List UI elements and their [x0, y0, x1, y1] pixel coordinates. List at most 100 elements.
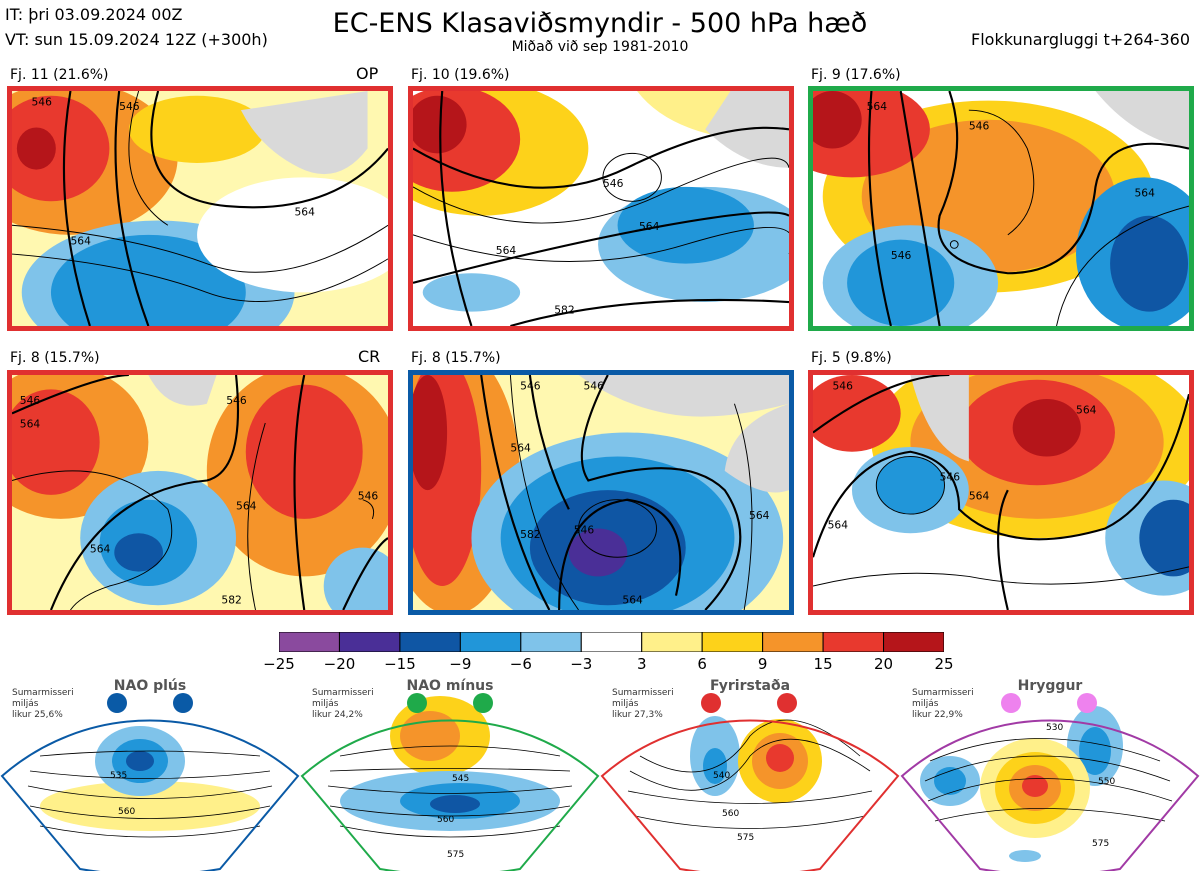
- contour-label: 564: [828, 519, 849, 532]
- regime-info: Sumarmisseri miljás likur 22,9%: [912, 688, 974, 720]
- contour-label: 546: [603, 177, 624, 190]
- anomaly-area: [1022, 775, 1048, 797]
- height-contour: [39, 750, 261, 757]
- contour-label: 546: [226, 394, 247, 407]
- classification-window-label: Flokkunargluggi t+264-360: [971, 30, 1190, 49]
- height-contour: [639, 719, 861, 773]
- anomaly-area: [1012, 398, 1081, 457]
- height-contour: [413, 211, 789, 284]
- regime-marker-dot: [107, 693, 127, 713]
- colorbar-segment: [279, 632, 340, 652]
- colorbar-segment: [701, 632, 764, 652]
- regime-map: 530 550 575: [900, 706, 1200, 871]
- height-contour: [413, 157, 789, 224]
- colorbar-segment: [762, 632, 824, 652]
- regime-name: NAO mínus: [406, 678, 494, 694]
- regime-marker-dot: [777, 693, 797, 713]
- height-contour: [29, 805, 271, 819]
- height-contour: [813, 375, 950, 434]
- contour-label: 545: [452, 774, 469, 784]
- height-contour: [329, 768, 571, 772]
- anomaly-area: [617, 186, 754, 264]
- regime-info: Sumarmisseri miljás likur 25,6%: [12, 688, 74, 720]
- height-contour: [12, 224, 388, 273]
- contour-label: 582: [221, 593, 241, 606]
- contour-label: 564: [639, 220, 660, 233]
- contour-label: 560: [722, 809, 739, 819]
- contour-label: 575: [737, 833, 754, 843]
- landmass: [910, 375, 969, 462]
- colorbar-tick: −6: [509, 655, 532, 673]
- contour-label: 564: [867, 100, 888, 113]
- contour-label: 546: [119, 100, 140, 113]
- sector-background: [602, 720, 898, 871]
- height-contour: [927, 778, 1173, 802]
- contour-label: 564: [236, 499, 257, 512]
- contour-label: 564: [1076, 403, 1097, 416]
- contour-label: 564: [622, 593, 643, 606]
- anomaly-area: [12, 95, 110, 202]
- colorbar-tick: −15: [384, 655, 416, 673]
- height-contour: [12, 253, 388, 302]
- regime-info: Sumarmisseri miljás likur 27,3%: [612, 688, 674, 720]
- contour-label: 530: [1046, 723, 1063, 733]
- height-contour: [968, 109, 1035, 236]
- contour-label: 546: [583, 379, 604, 392]
- colorbar-tick: 9: [757, 655, 768, 673]
- panel-2-label: Fj. 10 (19.6%): [411, 67, 510, 83]
- contour-label: 560: [437, 815, 454, 825]
- cluster-map-2: 546 564 564 582: [413, 91, 789, 326]
- regime-nao-plus: 535 560 NAO plús Sumarmisseri miljás lik…: [0, 676, 300, 871]
- contour-label: 540: [713, 771, 730, 781]
- colorbar-tick: 15: [813, 655, 833, 673]
- contour-label: 564: [70, 235, 91, 248]
- anomaly-area: [1110, 215, 1189, 312]
- anomaly-area: [126, 751, 154, 771]
- anomaly-area: [400, 711, 460, 761]
- height-contour: [247, 422, 266, 610]
- anomaly-area: [813, 91, 862, 149]
- regime-nao-minus: 545 560 575 NAO mínus Sumarmisseri miljá…: [300, 676, 600, 871]
- anomaly-area: [245, 384, 363, 519]
- regime-marker-dot: [173, 693, 193, 713]
- colorbar-tick: 3: [636, 655, 647, 673]
- sector-outline: [0, 719, 300, 871]
- anomaly-area: [766, 744, 794, 772]
- initial-time-label: IT: þri 03.09.2024 00Z: [5, 5, 183, 24]
- chart-title: EC-ENS Klasaviðsmyndir - 500 hPa hæð: [332, 8, 868, 39]
- cluster-map-panel-2: 546 564 564 582: [408, 86, 794, 331]
- anomaly-area: [876, 456, 945, 515]
- height-contour: [49, 375, 240, 610]
- anomaly-area: [16, 127, 56, 170]
- colorbar-segment: [641, 632, 703, 652]
- contour-label: 546: [969, 119, 990, 132]
- cluster-map-6: 546 564 564 546 564: [813, 375, 1189, 610]
- regime-marker-dot: [1077, 693, 1097, 713]
- contour-label: 560: [118, 807, 135, 817]
- regime-map: 540 560 575: [600, 716, 900, 871]
- colorbar-tick: 20: [873, 655, 894, 673]
- contour-label: 546: [31, 95, 52, 108]
- colorbar: [279, 632, 944, 652]
- colorbar-segment: [822, 632, 885, 652]
- regime-name: NAO plús: [113, 678, 187, 694]
- height-contour: [629, 738, 871, 791]
- height-contour: [924, 755, 1171, 782]
- regime-marker-dot: [407, 693, 427, 713]
- regime-info: Sumarmisseri miljás likur 24,2%: [312, 688, 374, 720]
- height-contour: [362, 499, 375, 520]
- colorbar-tick: −3: [570, 655, 593, 673]
- height-contour: [12, 375, 129, 415]
- regime-marker-dot: [1001, 693, 1021, 713]
- height-contour: [733, 403, 753, 610]
- anomaly-area: [413, 375, 448, 491]
- chart-subtitle: Miðað við sep 1981-2010: [511, 39, 689, 55]
- height-contour: [342, 537, 388, 610]
- landmass: [1095, 91, 1189, 149]
- anomaly-area: [1079, 727, 1111, 775]
- colorbar-segment: [459, 632, 522, 652]
- colorbar-segment: [520, 632, 582, 652]
- height-contour: [899, 91, 941, 326]
- height-contour: [510, 298, 789, 326]
- landmass: [148, 375, 217, 406]
